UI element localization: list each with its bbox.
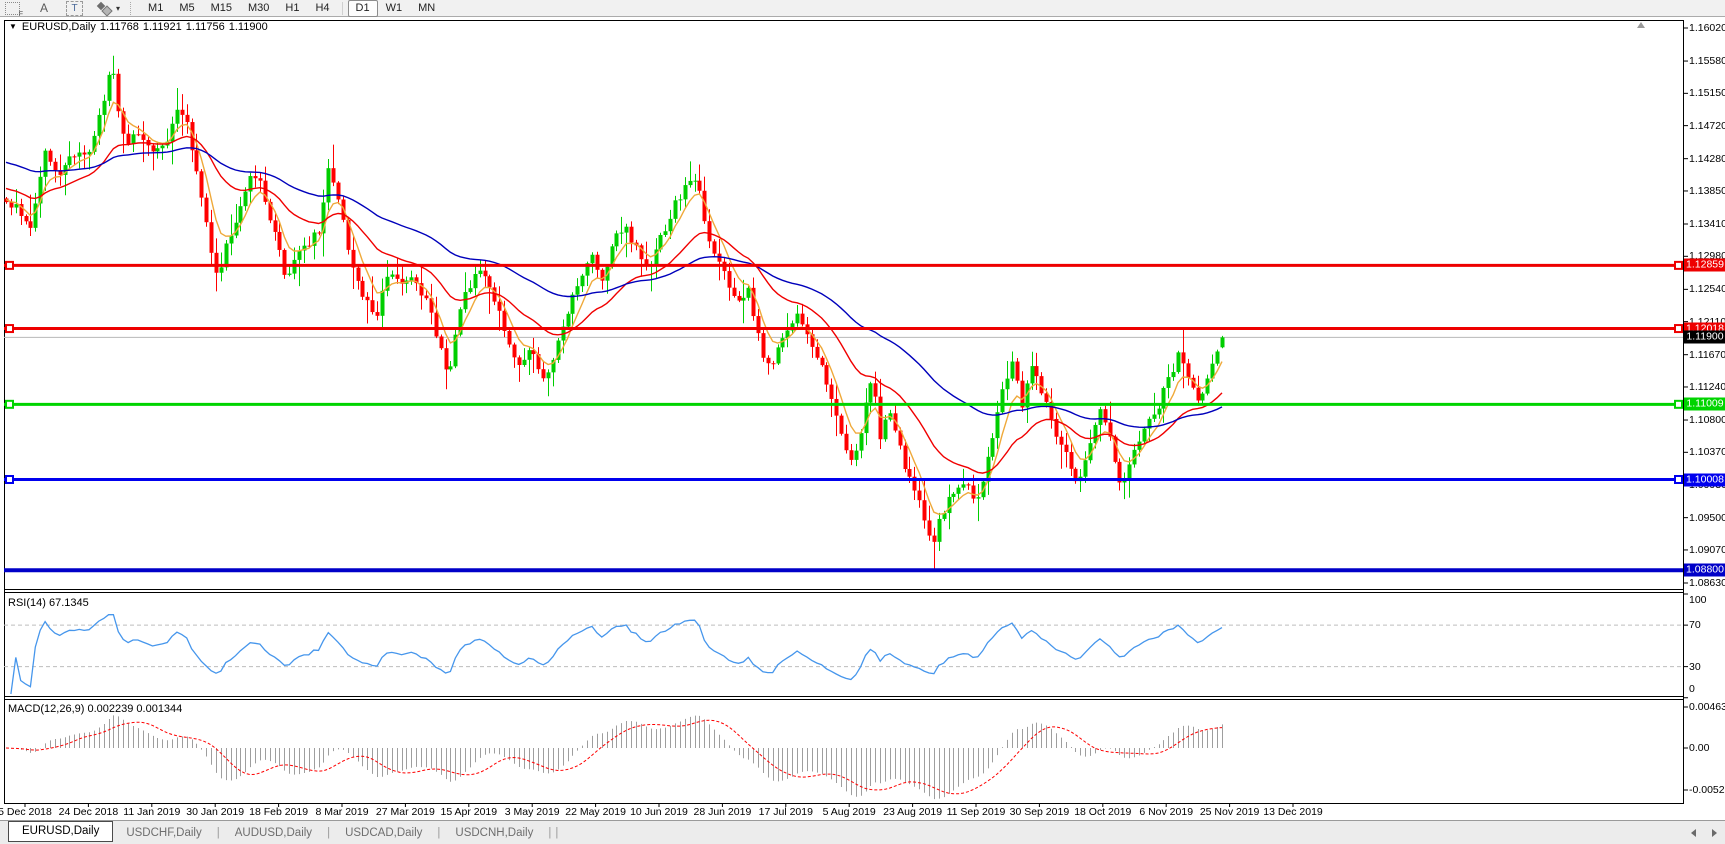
rsi-indicator-label: RSI(14) 67.1345	[8, 597, 89, 609]
symbol-tab-usdchf[interactable]: USDCHF,Daily	[126, 826, 202, 839]
dropdown-caret-icon[interactable]: ▾	[116, 3, 121, 13]
symbol-tab-usdcad[interactable]: USDCAD,Daily	[345, 826, 423, 839]
open-value: 1.11768	[99, 21, 139, 33]
tab-separator: |	[437, 826, 441, 839]
tab-separator: |	[555, 826, 559, 839]
timeframe-button-m5[interactable]: M5	[179, 2, 195, 14]
chart-shift-marker-icon[interactable]	[1637, 22, 1645, 28]
timeframe-button-w1[interactable]: W1	[385, 2, 403, 14]
symbol-tab-usdcnh[interactable]: USDCNH,Daily	[455, 826, 534, 839]
tab-separator: |	[327, 826, 331, 839]
rsi-line	[10, 613, 1223, 695]
macd-signal-line	[5, 719, 1223, 795]
arrow-text-a-button[interactable]: A	[40, 1, 49, 15]
tab-separator: |	[548, 826, 552, 839]
line-anchor-handle[interactable]	[5, 324, 14, 334]
timeframe-button-mn[interactable]: MN	[418, 2, 436, 14]
toolbar-separator	[130, 1, 132, 15]
moving-average-fast	[5, 101, 1223, 515]
symbol-title: EURUSD,Daily	[21, 21, 96, 33]
low-value: 1.11756	[185, 21, 225, 33]
line-anchor-handle[interactable]	[5, 399, 14, 409]
symbol-tab-audusd[interactable]: AUDUSD,Daily	[234, 826, 313, 839]
symbol-tab-eurusd[interactable]: EURUSD,Daily	[8, 821, 114, 842]
freehand-grid-button[interactable]: F	[5, 1, 23, 18]
chart-title: ▼ EURUSD,Daily 1.11768 1.11921 1.11756 1.1190…	[9, 21, 272, 33]
moving-average-slow	[5, 147, 1223, 429]
grid-icon: F	[5, 1, 23, 18]
toolbar-separator	[341, 1, 344, 15]
close-value: 1.11900	[228, 21, 268, 33]
tab-separator: |	[216, 826, 220, 839]
timeframe-button-m15[interactable]: M15	[210, 2, 232, 14]
line-anchor-handle[interactable]	[5, 260, 14, 270]
candlestick-series	[4, 55, 1225, 571]
text-tool-icon: T	[71, 2, 78, 14]
line-anchor-handle[interactable]	[1674, 260, 1683, 270]
symbol-tab-bar: EURUSD,Daily USDCHF,Daily | AUDUSD,Daily | US…	[0, 820, 1725, 844]
line-anchor-handle[interactable]	[1674, 475, 1683, 485]
chart-toolbar: F A T ▾ M1 M5 M15 M30 H1 H4 D1 W1 MN	[0, 0, 1725, 18]
tab-scroll-arrows	[1691, 829, 1717, 837]
moving-average-medium	[5, 135, 1223, 474]
scroll-left-arrow-icon[interactable]	[1691, 829, 1696, 837]
scroll-right-arrow-icon[interactable]	[1712, 829, 1717, 837]
text-label-tool-button[interactable]: T	[66, 0, 84, 16]
macd-histogram	[11, 715, 1223, 800]
timeframe-button-h4[interactable]: H4	[315, 2, 330, 14]
line-anchor-handle[interactable]	[5, 475, 14, 485]
timeframe-button-group: M1 M5 M15 M30 H1 H4 D1 W1 MN	[140, 0, 443, 17]
high-value: 1.11921	[142, 21, 182, 33]
line-anchor-handle[interactable]	[1674, 324, 1683, 334]
collapse-triangle-icon[interactable]: ▼	[9, 22, 17, 31]
timeframe-button-d1[interactable]: D1	[347, 0, 378, 17]
timeframe-button-m1[interactable]: M1	[148, 2, 164, 14]
timeframe-button-m30[interactable]: M30	[248, 2, 270, 14]
timeframe-button-h1[interactable]: H1	[285, 2, 300, 14]
macd-indicator-label: MACD(12,26,9) 0.002239 0.001344	[8, 703, 183, 715]
line-anchor-handle[interactable]	[1674, 399, 1683, 409]
